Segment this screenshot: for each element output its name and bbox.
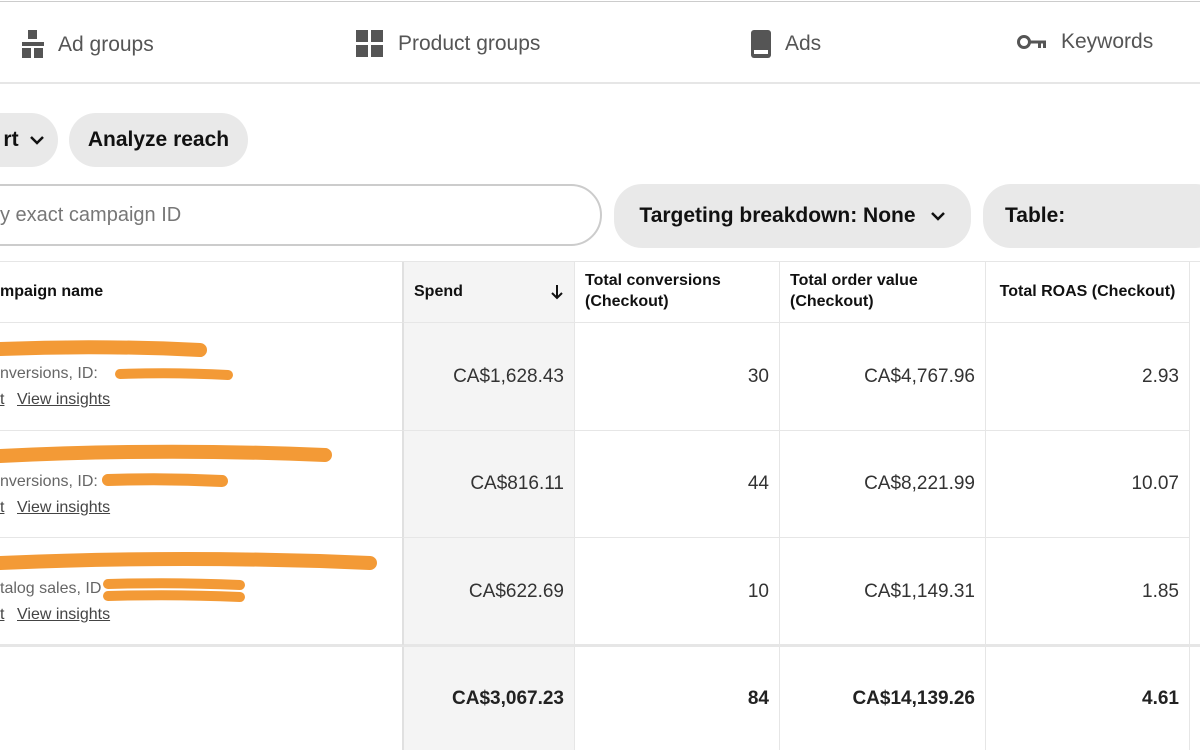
link[interactable]: View insights bbox=[17, 606, 111, 623]
link[interactable]: t bbox=[0, 606, 5, 623]
button-label: rt bbox=[3, 128, 19, 151]
column-header[interactable]: Spend bbox=[402, 262, 574, 322]
tab[interactable]: Product groups bbox=[356, 30, 540, 58]
total-cell: 4.61 bbox=[985, 647, 1190, 750]
header-border bbox=[0, 261, 1200, 262]
column-header: Total ROAS (Checkout) bbox=[985, 262, 1190, 322]
table-cell: 1.85 bbox=[985, 537, 1190, 645]
table-cell: CA$4,767.96 bbox=[779, 322, 985, 430]
link[interactable]: View insights bbox=[17, 391, 111, 408]
tab[interactable]: Keywords bbox=[1017, 30, 1153, 54]
table-cell: 30 bbox=[574, 322, 779, 430]
table-cell: 10.07 bbox=[985, 430, 1190, 537]
chevron bbox=[930, 212, 945, 221]
column-header: Total order value (Checkout) bbox=[779, 262, 985, 322]
table-cell: 2.93 bbox=[985, 322, 1190, 430]
icon bbox=[751, 30, 771, 58]
column-header: mpaign name bbox=[0, 282, 104, 300]
tab-label: Keywords bbox=[1061, 30, 1154, 53]
campaign-detail: nversions, ID: bbox=[0, 473, 98, 490]
campaign-detail: talog sales, ID bbox=[0, 580, 102, 597]
link[interactable]: t bbox=[0, 499, 5, 516]
top-border bbox=[0, 1, 1200, 2]
sort-arrow bbox=[551, 285, 563, 300]
spend-column-bg bbox=[402, 262, 574, 750]
icon bbox=[22, 30, 44, 58]
table-cell: CA$1,149.31 bbox=[779, 537, 985, 645]
column-header: Total conversions (Checkout) bbox=[574, 262, 779, 322]
search-input[interactable]: y exact campaign ID bbox=[0, 184, 602, 246]
row-border bbox=[0, 430, 402, 431]
dropdown-label: Targeting breakdown: None bbox=[639, 204, 916, 227]
total-cell: CA$3,067.23 bbox=[402, 647, 574, 750]
icon bbox=[356, 30, 383, 57]
total-cell: 84 bbox=[574, 647, 779, 750]
row-border bbox=[0, 537, 402, 538]
link[interactable]: t bbox=[0, 391, 5, 408]
row-border bbox=[0, 322, 402, 323]
tab[interactable]: Ad groups bbox=[22, 30, 154, 60]
link[interactable]: View insights bbox=[17, 499, 111, 516]
dropdown-label: Table: bbox=[1005, 204, 1066, 227]
analyze-reach-button[interactable]: Analyze reach bbox=[69, 113, 248, 167]
targeting-dropdown[interactable]: Targeting breakdown: None bbox=[614, 184, 971, 248]
table-cell: 10 bbox=[574, 537, 779, 645]
placeholder: y exact campaign ID bbox=[0, 203, 182, 226]
table-cell: CA$1,628.43 bbox=[402, 322, 574, 430]
button-label: Analyze reach bbox=[87, 128, 230, 151]
total-border bbox=[0, 644, 1200, 647]
export-button[interactable]: rt bbox=[0, 113, 58, 167]
table-dropdown[interactable]: Table: bbox=[983, 184, 1200, 248]
tab-label: Product groups bbox=[398, 32, 541, 55]
table-cell: CA$8,221.99 bbox=[779, 430, 985, 537]
campaign-detail: nversions, ID: bbox=[0, 365, 98, 382]
tab-divider bbox=[0, 82, 1200, 84]
icon bbox=[1017, 35, 1046, 49]
tab-label: Ads bbox=[785, 32, 822, 55]
table-cell: CA$622.69 bbox=[402, 537, 574, 645]
tab[interactable]: Ads bbox=[751, 30, 821, 58]
table-cell: 44 bbox=[574, 430, 779, 537]
table-cell: CA$816.11 bbox=[402, 430, 574, 537]
total-cell: CA$14,139.26 bbox=[779, 647, 985, 750]
tab-label: Ad groups bbox=[58, 33, 154, 56]
chevron bbox=[29, 136, 44, 145]
